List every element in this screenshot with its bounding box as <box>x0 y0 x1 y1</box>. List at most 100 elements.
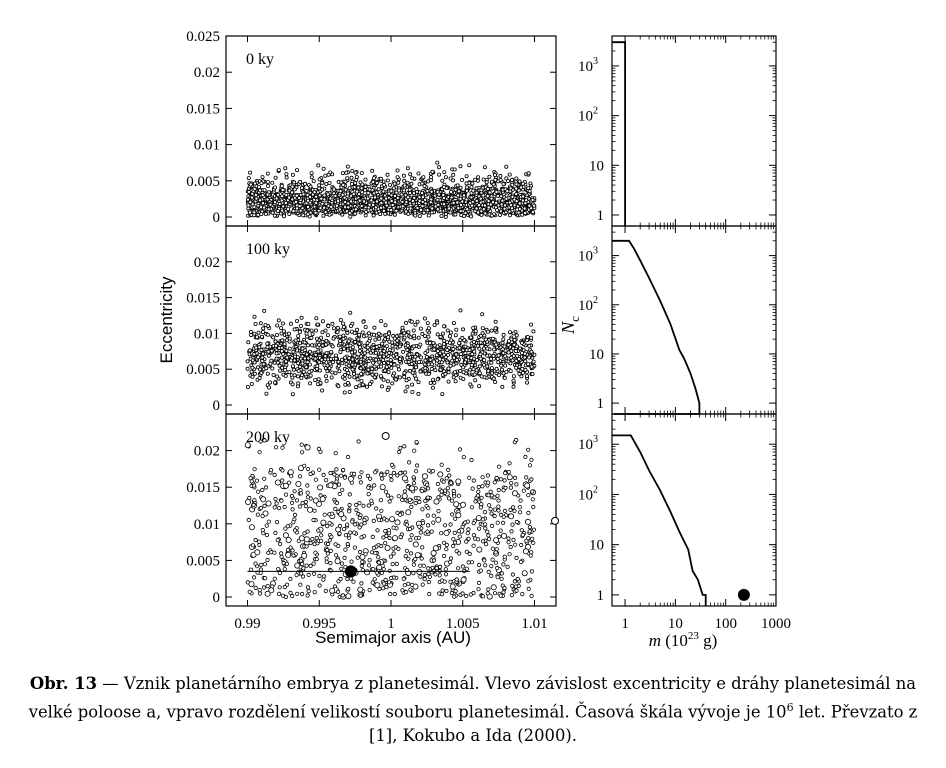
scatter-point <box>373 470 378 475</box>
xtick-label: 1 <box>621 616 629 632</box>
scatter-point <box>467 348 472 353</box>
scatter-point <box>438 531 444 536</box>
scatter-point <box>418 342 423 347</box>
scatter-point <box>400 325 405 330</box>
scatter-point <box>321 213 326 218</box>
scatter-point <box>305 212 310 217</box>
scatter-point <box>352 375 357 380</box>
scatter-point <box>496 487 501 493</box>
scatter-point <box>318 493 323 498</box>
scatter-point <box>265 332 270 337</box>
scatter-point <box>354 175 359 180</box>
scatter-point <box>320 201 325 206</box>
scatter-point <box>288 321 293 326</box>
scatter-point <box>307 362 312 367</box>
scatter-point <box>381 567 386 572</box>
scatter-point <box>299 450 305 455</box>
scatter-point <box>372 577 377 582</box>
scatter-point <box>354 385 359 390</box>
scatter-point <box>330 321 335 326</box>
scatter-point <box>505 564 510 570</box>
scatter-point <box>495 575 500 580</box>
scatter-point <box>388 575 394 581</box>
scatter-point <box>270 180 275 185</box>
scatter-point <box>457 534 462 539</box>
scatter-point <box>366 485 371 490</box>
scatter-point <box>420 191 425 196</box>
scatter-point <box>494 342 499 347</box>
scatter-point <box>431 377 436 382</box>
scatter-point <box>341 467 346 473</box>
scatter-point <box>380 586 386 591</box>
scatter-point <box>317 467 322 472</box>
scatter-point <box>276 168 281 173</box>
scatter-point <box>454 327 459 332</box>
scatter-point <box>459 213 464 218</box>
ytick-label: 0 <box>213 210 221 226</box>
scatter-point <box>274 501 279 506</box>
scatter-point <box>528 553 533 558</box>
scatter-point <box>425 529 430 534</box>
scatter-point <box>395 168 400 173</box>
scatter-point <box>366 367 371 372</box>
scatter-point <box>435 207 440 212</box>
scatter-point <box>369 366 374 371</box>
scatter-point <box>409 319 414 324</box>
scatter-point <box>458 164 463 169</box>
scatter-point <box>379 319 384 324</box>
scatter-point <box>299 315 304 320</box>
scatter-point <box>485 346 490 351</box>
scatter-point <box>383 540 388 546</box>
scatter-point <box>329 587 336 594</box>
scatter-point <box>451 543 456 549</box>
scatter-point <box>517 510 523 515</box>
scatter-point <box>247 495 252 501</box>
scatter-point <box>458 308 463 313</box>
scatter-point <box>405 485 410 490</box>
scatter-point <box>480 312 485 317</box>
scatter-point <box>469 185 474 190</box>
scatter-point <box>431 513 436 518</box>
scatter-point <box>365 371 370 376</box>
scatter-point <box>363 363 368 368</box>
scatter-point <box>529 593 534 598</box>
scatter-point <box>396 449 402 455</box>
scatter-point <box>279 554 284 559</box>
scatter-point <box>304 352 309 357</box>
scatter-point <box>488 202 493 207</box>
scatter-point <box>408 190 413 195</box>
scatter-point <box>371 332 376 337</box>
scatter-point <box>422 184 427 189</box>
scatter-point <box>292 180 297 185</box>
scatter-point <box>388 357 393 362</box>
scatter-point <box>455 200 460 205</box>
scatter-point <box>470 181 475 186</box>
scatter-point <box>268 202 273 207</box>
scatter-point <box>373 337 378 342</box>
scatter-point <box>421 563 426 568</box>
scatter-point <box>502 206 507 211</box>
xtick-label: 1000 <box>761 616 791 632</box>
scatter-point <box>357 474 362 480</box>
scatter-point <box>262 308 267 313</box>
scatter-point <box>443 529 450 536</box>
scatter-point <box>285 537 292 544</box>
scatter-point <box>371 360 376 365</box>
scatter-point <box>259 370 264 375</box>
scatter-point <box>494 200 499 205</box>
scatter-point <box>366 331 371 336</box>
cumulative-distribution-line <box>612 434 707 606</box>
scatter-point <box>502 554 507 559</box>
scatter-point <box>460 524 465 529</box>
scatter-point <box>347 509 352 514</box>
scatter-point <box>514 333 519 338</box>
scatter-point <box>391 525 396 530</box>
scatter-point <box>345 380 350 385</box>
scatter-point <box>449 195 454 200</box>
scatter-point <box>328 196 333 201</box>
scatter-point <box>333 553 339 558</box>
scatter-point <box>305 204 310 209</box>
scatter-point <box>262 188 267 193</box>
scatter-point <box>359 470 364 475</box>
scatter-point <box>314 556 319 562</box>
